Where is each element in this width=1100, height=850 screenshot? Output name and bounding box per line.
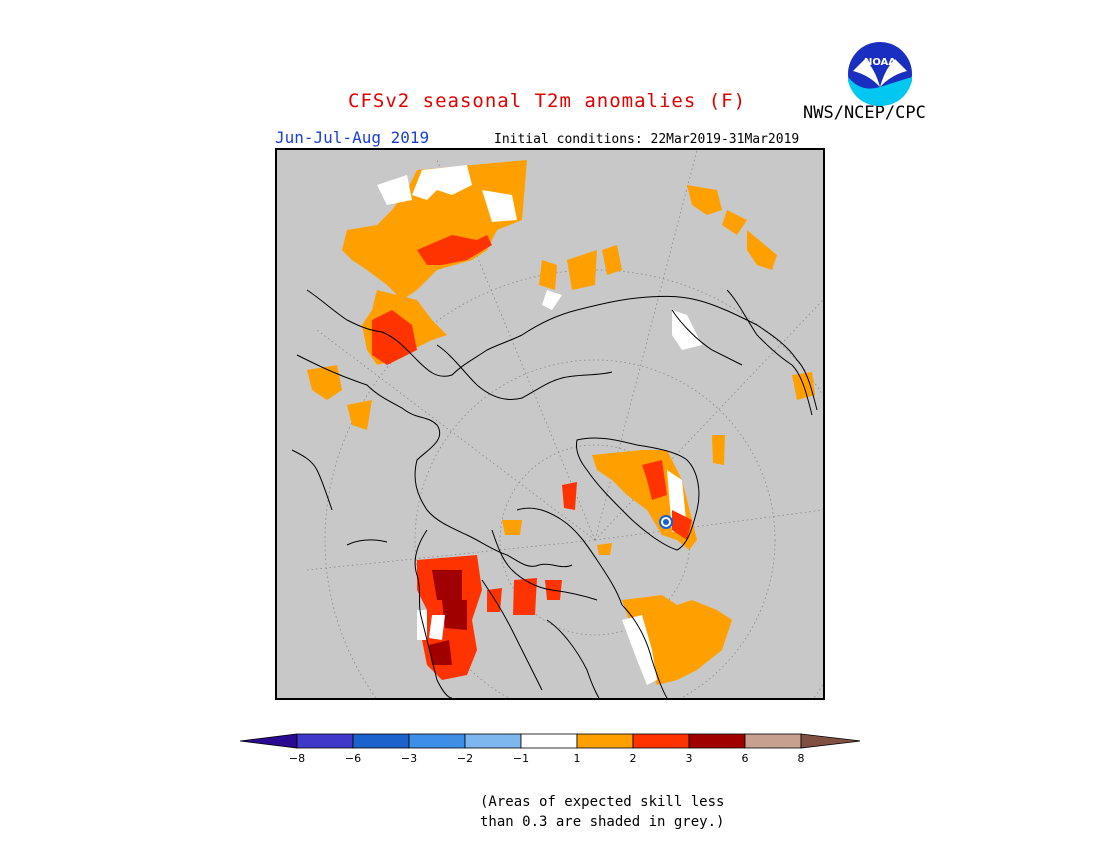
colorbar-tick-label: 3 (685, 752, 693, 765)
colorbar-segment (464, 733, 522, 749)
colorbar-tick-label: −2 (456, 752, 474, 765)
colorbar-tick-label: 6 (741, 752, 749, 765)
colorbar-segment (744, 733, 802, 749)
colorbar-tick-label: 2 (629, 752, 637, 765)
colorbar-arrow-low (240, 733, 298, 749)
colorbar-tick-label: 8 (797, 752, 805, 765)
anomaly-patches (307, 160, 815, 685)
colorbar-segment (576, 733, 634, 749)
colorbar-tick-label: 1 (573, 752, 581, 765)
colorbar-tick-label: −1 (512, 752, 530, 765)
colorbar-segment (352, 733, 410, 749)
initial-conditions: Initial conditions: 22Mar2019-31Mar2019 (494, 132, 800, 147)
coastlines (291, 289, 818, 698)
colorbar-segment (520, 733, 578, 749)
polar-map (291, 150, 823, 698)
noaa-logo-icon: NOAA (848, 42, 912, 106)
agency-label: NWS/NCEP/CPC (803, 103, 926, 123)
colorbar-tick-label: −3 (400, 752, 418, 765)
colorbar-segment (296, 733, 354, 749)
footnote-line-2: than 0.3 are shaded in grey.) (480, 814, 725, 830)
footnote: (Areas of expected skill less than 0.3 a… (480, 792, 724, 832)
colorbar (240, 733, 860, 749)
colorbar-segment (408, 733, 466, 749)
colorbar-arrow-high (800, 733, 860, 749)
season-label: Jun-Jul-Aug 2019 (275, 128, 430, 147)
colorbar-segment (632, 733, 690, 749)
map-panel (275, 148, 825, 700)
colorbar-tick-label: −6 (344, 752, 362, 765)
colorbar-tick-label: −8 (288, 752, 306, 765)
logo-text: NOAA (864, 57, 896, 68)
chart-title: CFSv2 seasonal T2m anomalies (F) (348, 90, 747, 112)
footnote-line-1: (Areas of expected skill less (480, 794, 725, 810)
colorbar-segment (688, 733, 746, 749)
